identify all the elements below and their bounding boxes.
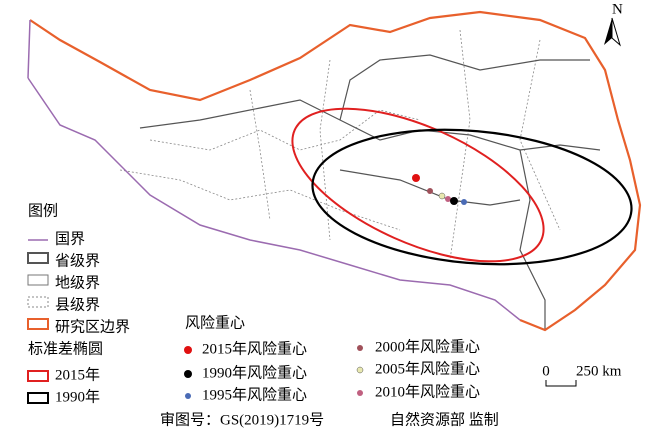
centroid-1995 bbox=[461, 199, 467, 205]
centroid-2005 bbox=[438, 192, 446, 200]
centroid-1990 bbox=[450, 197, 458, 205]
boundary-label: 省级界 bbox=[55, 252, 100, 269]
boundary-label: 国界 bbox=[55, 230, 85, 247]
county-boundaries bbox=[119, 29, 561, 261]
legend-symbol bbox=[27, 318, 49, 330]
legend-symbol bbox=[27, 296, 49, 308]
legend-symbol bbox=[356, 366, 364, 374]
legend-symbol bbox=[357, 390, 363, 396]
centroid-label: 2015年风险重心 bbox=[202, 340, 307, 357]
scale-end: 250 km bbox=[576, 363, 622, 379]
boundary-label: 地级界 bbox=[55, 274, 100, 291]
centroid-2015 bbox=[412, 174, 420, 182]
legend-symbol bbox=[357, 345, 363, 351]
centroid-label: 2010年风险重心 bbox=[375, 383, 480, 400]
boundary-label: 县级界 bbox=[55, 296, 100, 313]
approval-number: 审图号：GS(2019)1719号 bbox=[160, 411, 324, 428]
centroid-label: 1990年风险重心 bbox=[202, 364, 307, 381]
north-arrow bbox=[604, 18, 612, 45]
study-area-fill bbox=[28, 12, 640, 330]
boundary-label: 研究区边界 bbox=[55, 318, 130, 335]
ellipse-label: 1990年 bbox=[55, 388, 100, 405]
ellipse-2015 bbox=[291, 107, 545, 263]
legend-symbol bbox=[27, 392, 49, 404]
north-label: N bbox=[612, 1, 623, 17]
ellipse-1990 bbox=[311, 128, 633, 266]
legend-symbol bbox=[27, 252, 49, 264]
centroid-label: 1995年风险重心 bbox=[202, 386, 307, 403]
scale-start: 0 bbox=[542, 363, 550, 379]
legend-title: 图例 bbox=[28, 202, 58, 219]
legend-symbol bbox=[184, 346, 192, 354]
study-area-boundary bbox=[29, 10, 642, 332]
supervisor: 自然资源部 监制 bbox=[390, 411, 499, 428]
centroid-label: 2000年风险重心 bbox=[375, 338, 480, 355]
centroid-legend-title: 风险重心 bbox=[185, 314, 245, 331]
scale-bar bbox=[545, 380, 577, 387]
centroid-2010 bbox=[445, 196, 451, 202]
north-arrow bbox=[611, 17, 621, 47]
ellipse-label: 2015年 bbox=[55, 366, 100, 383]
legend-symbol bbox=[27, 370, 49, 382]
ellipse-legend-title: 标准差椭圆 bbox=[28, 340, 103, 357]
legend-symbol bbox=[184, 370, 192, 378]
centroid-2000 bbox=[427, 188, 433, 194]
national-boundary bbox=[27, 19, 521, 321]
legend-symbol bbox=[27, 274, 49, 286]
legend-symbol bbox=[185, 393, 191, 399]
centroid-label: 2005年风险重心 bbox=[375, 360, 480, 377]
